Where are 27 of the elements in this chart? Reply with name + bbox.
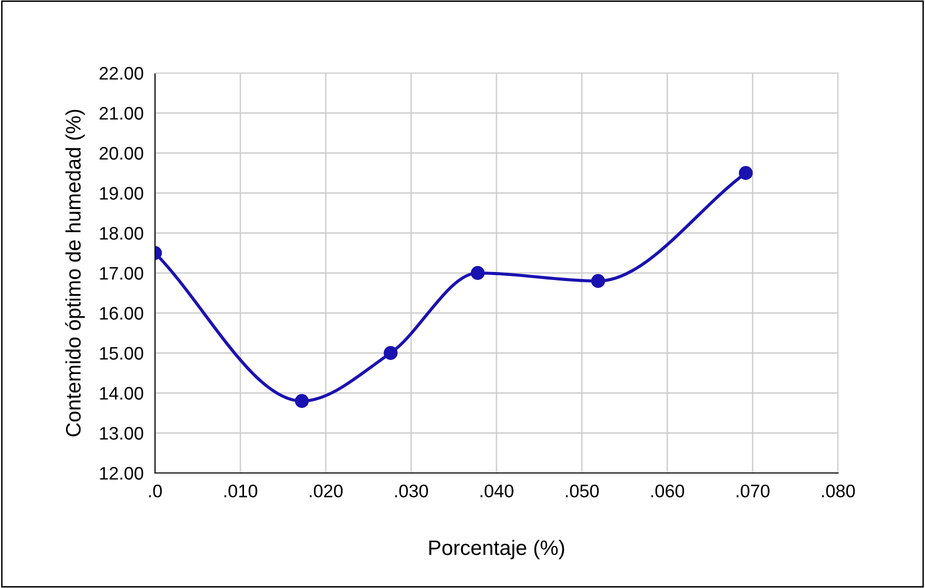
- x-tick-label: .040: [480, 484, 514, 498]
- x-tick-label: .020: [310, 484, 343, 498]
- x-tick-label: .030: [395, 484, 428, 498]
- y-tick-label: 18.00: [100, 226, 144, 240]
- x-tick-label: .080: [822, 484, 855, 498]
- y-tick-label: 17.00: [100, 266, 144, 280]
- x-tick-label: .060: [651, 484, 684, 498]
- point: [294, 394, 309, 408]
- point: [738, 166, 753, 180]
- x-tick-label: .0: [149, 484, 162, 498]
- point: [470, 266, 485, 280]
- x-tick-label: .050: [566, 484, 599, 498]
- y-tick-label: 22.00: [100, 66, 144, 80]
- y-tick-label: 21.00: [100, 106, 144, 120]
- y-tick-label: 15.00: [100, 346, 144, 360]
- y-tick-label: 13.00: [100, 426, 144, 440]
- x-tick-label: .010: [224, 484, 258, 498]
- x-axis-title: Porcentaje (%): [429, 540, 564, 560]
- point: [384, 346, 398, 360]
- point: [591, 274, 606, 288]
- y-tick-label: 20.00: [100, 146, 144, 160]
- y-tick-label: 16.00: [100, 306, 144, 320]
- y-tick-label: 12.00: [100, 466, 144, 480]
- x-tick-label: .070: [736, 484, 770, 498]
- y-tick-label: 14.00: [100, 386, 144, 400]
- y-tick-label: 19.00: [100, 186, 144, 200]
- y-axis-title: Contemido óptimo de humedad (%): [65, 110, 85, 436]
